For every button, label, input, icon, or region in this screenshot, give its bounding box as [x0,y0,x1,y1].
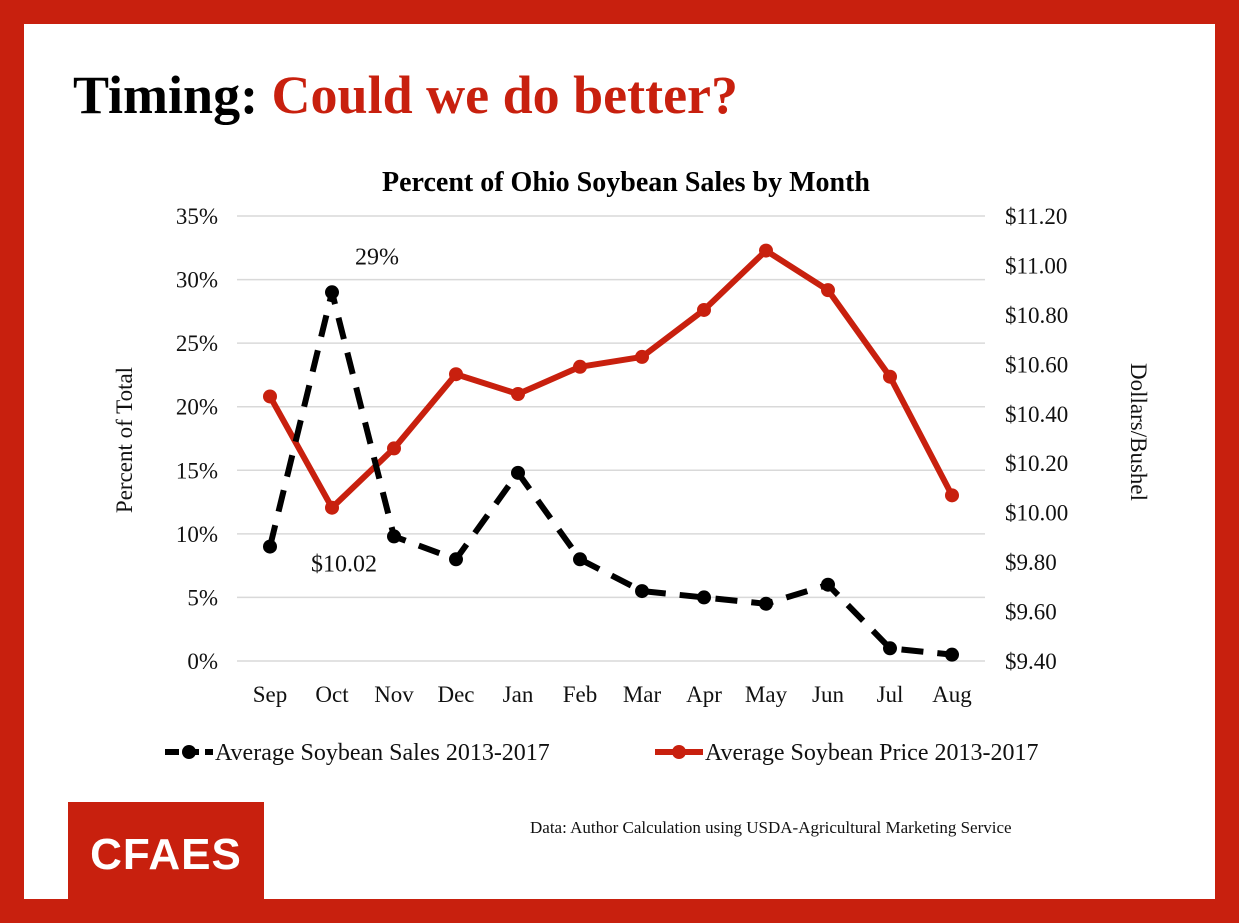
x-tick-label: Jun [812,682,844,707]
left-axis-ticks: 0% 5% 10% 15% 20% 25% 30% 35% [176,204,218,674]
sales-point [263,539,277,554]
price-point [573,359,587,374]
right-tick-label: $10.60 [1005,352,1068,377]
sales-point [325,285,339,300]
sales-point [573,552,587,567]
chart-title: Percent of Ohio Soybean Sales by Month [382,167,870,198]
right-tick-label: $10.20 [1005,451,1068,476]
x-tick-label: Mar [623,682,662,707]
price-point [449,367,463,382]
legend: Average Soybean Sales 2013-2017 Average S… [165,740,1038,766]
left-axis-title: Percent of Total [112,367,137,513]
cfaes-logo: CFAES [68,802,264,907]
legend-swatch-marker [672,745,686,759]
sales-point [511,465,525,480]
price-point [821,283,835,298]
sales-point [387,529,401,544]
right-axis-ticks: $9.40 $9.60 $9.80 $10.00 $10.20 $10.40 $10.60 $… [1005,204,1068,674]
price-point [635,349,649,364]
left-tick-label: 35% [176,204,218,229]
sales-point [449,552,463,567]
sales-series-line [267,289,953,658]
left-tick-label: 10% [176,522,218,547]
right-axis-title: Dollars/Bushel [1126,363,1151,501]
sales-point [883,641,897,656]
price-point [387,441,401,456]
price-point [511,387,525,401]
right-tick-label: $9.80 [1005,550,1057,575]
x-tick-label: Oct [315,682,349,707]
gridlines [237,215,985,662]
sales-point [697,590,711,605]
data-label: 29% [355,244,399,270]
legend-swatch-marker [182,745,196,759]
right-tick-label: $11.00 [1005,253,1067,278]
sales-point [821,577,835,592]
left-tick-label: 15% [176,458,218,483]
x-tick-label: May [745,682,788,707]
price-series-line [267,247,955,511]
sales-point [759,596,773,611]
right-tick-label: $11.20 [1005,204,1067,229]
x-tick-label: Sep [253,682,288,707]
price-point [759,243,773,258]
legend-label: Average Soybean Price 2013-2017 [705,740,1038,766]
price-point [697,302,711,317]
x-tick-label: Apr [686,682,722,707]
x-tick-label: Aug [932,682,972,707]
sales-point [635,584,649,599]
right-tick-label: $10.00 [1005,501,1068,526]
slide-title-lead: Timing: [73,65,272,125]
right-tick-label: $9.40 [1005,649,1057,674]
right-tick-label: $10.40 [1005,402,1068,427]
series-layer [263,243,959,662]
left-tick-label: 5% [187,585,218,610]
price-point [325,500,339,515]
data-label: $10.02 [311,552,377,578]
price-point [945,488,959,503]
x-tick-label: Feb [563,682,598,707]
left-tick-label: 30% [176,268,218,293]
slide-title: Timing: Could we do better? [73,60,738,130]
right-tick-label: $9.60 [1005,600,1057,625]
legend-label: Average Soybean Sales 2013-2017 [215,740,550,766]
x-tick-label: Jul [877,682,904,707]
x-tick-label: Jan [503,682,534,707]
price-point [263,389,277,404]
sales-point [945,647,959,662]
data-source-note: Data: Author Calculation using USDA-Agri… [530,818,1012,837]
right-tick-label: $10.80 [1005,303,1068,328]
x-tick-label: Dec [437,682,474,707]
left-tick-label: 25% [176,331,218,356]
left-tick-label: 20% [176,395,218,420]
price-point [883,369,897,384]
annotations: 29% $10.02 [311,244,399,577]
left-tick-label: 0% [187,649,218,674]
x-axis-ticks: Sep Oct Nov Dec Jan Feb Mar Apr May Jun Jul Aug [253,682,973,707]
slide-title-accent: Could we do better? [271,65,739,125]
x-tick-label: Nov [374,682,414,707]
